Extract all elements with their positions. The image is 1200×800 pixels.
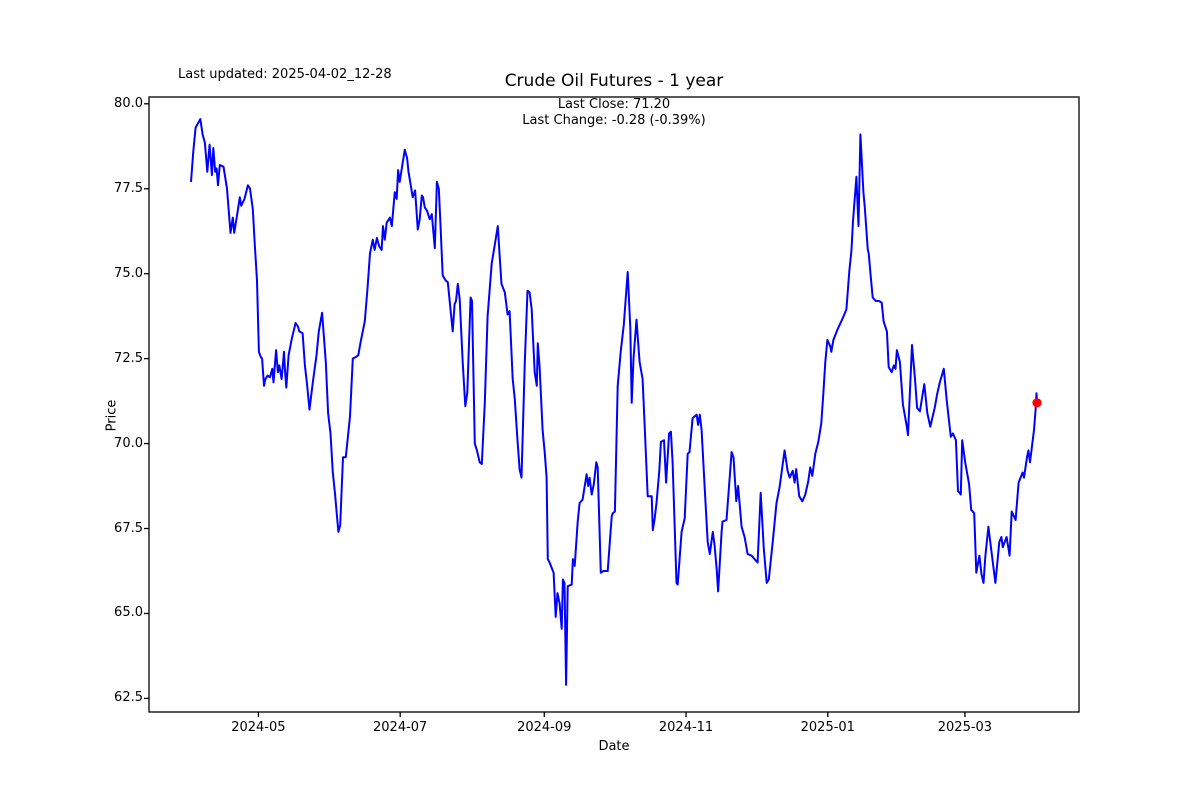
last-updated-text: Last updated: 2025-04-02_12-28 [178,67,392,82]
x-tick-label: 2025-01 [800,720,855,735]
annotation-last-close: Last Close: 71.20 [557,97,671,112]
x-axis-label: Date [598,739,630,754]
y-tick-label: 65.0 [114,605,143,621]
x-tick-label: 2024-09 [517,720,572,735]
y-tick-label: 80.0 [114,95,143,111]
y-tick-label: 75.0 [114,265,143,281]
y-tick-label: 77.5 [114,180,143,196]
price-line [190,118,1038,686]
last-close-annotation: Last Close: 71.20 Last Change: -0.28 (-0… [0,97,1200,129]
y-tick-label: 72.5 [114,350,143,366]
last-price-marker [1032,398,1042,408]
x-tick-label: 2025-03 [937,720,993,735]
x-tick-label: 2024-07 [373,720,428,735]
tick-marks [144,103,966,717]
y-tick-label: 67.5 [114,520,143,536]
plot-border [148,96,1080,713]
annotation-last-change: Last Change: -0.28 (-0.39%) [522,113,706,128]
y-tick-label: 62.5 [114,690,143,706]
chart-title: Crude Oil Futures - 1 year [504,71,724,91]
x-tick-label: 2024-11 [658,720,714,735]
x-tick-label: 2024-05 [231,720,286,735]
y-tick-label: 70.0 [114,435,143,451]
